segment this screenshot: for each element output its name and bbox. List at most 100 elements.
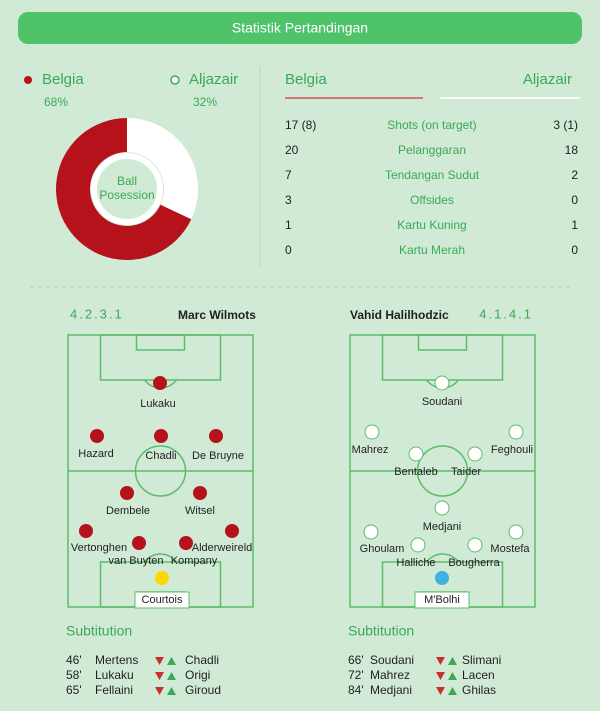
- player-dot: [179, 536, 193, 550]
- player-name: Chadli: [145, 450, 176, 462]
- sub-in-icon: [167, 657, 176, 665]
- player-dot: [410, 537, 426, 553]
- player-dot: [120, 486, 134, 500]
- player-name: Mahrez: [352, 444, 389, 456]
- player-dot: [193, 486, 207, 500]
- sub-minute: 72': [348, 668, 364, 682]
- player-dot: [154, 429, 168, 443]
- sub-out-icon: [436, 687, 445, 695]
- player-dot: [467, 446, 483, 462]
- gk-label-box: [134, 591, 190, 609]
- player-name: Kompany: [171, 555, 218, 567]
- player-dot: [79, 524, 93, 538]
- sub-out-icon: [436, 672, 445, 680]
- legend-dot: [170, 75, 180, 85]
- player-dot: [508, 524, 524, 540]
- stats-away: Aljazair: [523, 71, 572, 88]
- stat-home: 0: [285, 243, 292, 257]
- stat-away: 18: [565, 143, 579, 157]
- stat-home: 3: [285, 193, 292, 207]
- sub-minute: 46': [66, 653, 82, 667]
- donut-label: Posession: [99, 188, 154, 202]
- donut-center: [91, 153, 163, 225]
- formation: 4.2.3.1: [70, 306, 124, 321]
- sub-in-icon: [448, 687, 457, 695]
- legend-name: Aljazair: [189, 71, 238, 88]
- stat-label: Kartu Kuning: [397, 218, 466, 232]
- sub-minute: 65': [66, 683, 82, 697]
- legend-value: 32%: [193, 95, 217, 109]
- stats-home: Belgia: [285, 71, 327, 88]
- donut-label: Ball: [117, 174, 137, 188]
- stat-away: 0: [571, 243, 578, 257]
- sub-minute: 84': [348, 683, 364, 697]
- donut-segment: [127, 118, 198, 220]
- sub-minute: 58': [66, 668, 82, 682]
- player-dot: [155, 571, 169, 585]
- substitution-title: Subtitution: [66, 623, 132, 639]
- player-name: Vertonghen: [71, 542, 127, 554]
- title-banner: [18, 12, 582, 44]
- sub-out-icon: [155, 657, 164, 665]
- player-name: Mostefa: [490, 543, 530, 555]
- center-circle: [416, 445, 469, 497]
- sub-in: Chadli: [185, 653, 219, 667]
- legend-dot: [24, 76, 32, 84]
- player-dot: [434, 500, 450, 516]
- sub-out: Lukaku: [95, 668, 134, 682]
- player-dot: [364, 424, 380, 440]
- stat-home: 20: [285, 143, 299, 157]
- sub-out: Mahrez: [370, 668, 410, 682]
- player-dot: [90, 429, 104, 443]
- center-circle: [134, 445, 187, 497]
- player-name: Courtois: [142, 594, 183, 606]
- player-dot: [408, 446, 424, 462]
- sub-in-icon: [167, 672, 176, 680]
- substitution-title: Subtitution: [348, 623, 414, 639]
- player-name: Alderweireld: [192, 542, 253, 554]
- penalty-arc: [425, 553, 460, 563]
- player-name: Bentaleb: [394, 466, 437, 478]
- sub-in-icon: [167, 687, 176, 695]
- player-name: Ghoulam: [360, 543, 405, 555]
- sub-in: Slimani: [462, 653, 501, 667]
- player-name: Taider: [451, 466, 481, 478]
- player-name: Dembele: [106, 505, 150, 517]
- player-dot: [435, 571, 449, 585]
- sub-in: Lacen: [462, 668, 495, 682]
- player-name: Halliche: [396, 557, 435, 569]
- goal-area: [135, 334, 186, 351]
- player-dot: [363, 524, 379, 540]
- stat-away: 2: [571, 168, 578, 182]
- stat-label: Offsides: [410, 193, 454, 207]
- sub-in: Origi: [185, 668, 210, 682]
- sub-minute: 66': [348, 653, 364, 667]
- player-dot: [434, 375, 450, 391]
- stat-away: 0: [571, 193, 578, 207]
- sub-in-icon: [448, 657, 457, 665]
- player-name: M'Bolhi: [424, 594, 460, 606]
- player-dot: [132, 536, 146, 550]
- sub-out: Soudani: [370, 653, 414, 667]
- player-dot: [225, 524, 239, 538]
- player-dot: [467, 537, 483, 553]
- player-dot: [508, 424, 524, 440]
- penalty-box: [381, 334, 504, 381]
- stat-label: Shots (on target): [387, 118, 476, 132]
- legend-value: 68%: [44, 95, 68, 109]
- player-dot: [153, 376, 167, 390]
- penalty-arc: [143, 553, 178, 563]
- player-name: Hazard: [78, 448, 113, 460]
- stat-home: 17 (8): [285, 118, 316, 132]
- formation: 4.1.4.1: [479, 306, 533, 321]
- coach: Vahid Halilhodzic: [350, 308, 449, 322]
- sub-out-icon: [155, 672, 164, 680]
- stat-away: 3 (1): [553, 118, 578, 132]
- sub-out-icon: [155, 687, 164, 695]
- player-name: Witsel: [185, 505, 215, 517]
- stat-label: Kartu Merah: [399, 243, 465, 257]
- title: Statistik Pertandingan: [232, 20, 368, 36]
- sub-out-icon: [436, 657, 445, 665]
